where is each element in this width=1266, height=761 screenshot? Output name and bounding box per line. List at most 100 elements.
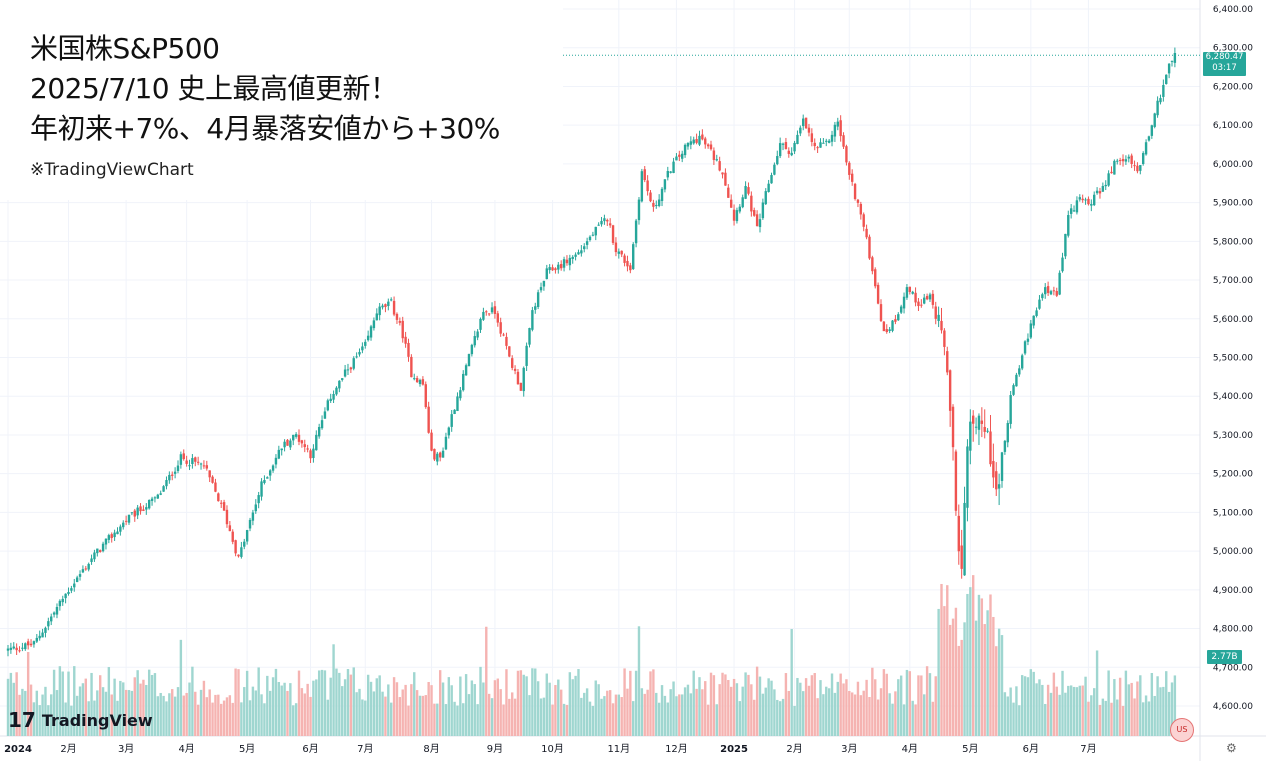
candle-body xyxy=(796,134,799,145)
candle-body xyxy=(9,647,13,650)
volume-bar xyxy=(966,593,969,736)
candle-body xyxy=(822,142,825,144)
candle-body xyxy=(960,545,963,569)
volume-bar xyxy=(879,688,883,736)
y-tick-label: 5,300.00 xyxy=(1213,431,1253,441)
candle-body xyxy=(424,384,427,408)
tradingview-logo-text: TradingView xyxy=(41,710,153,730)
volume-bar xyxy=(389,702,393,736)
volume-bar xyxy=(438,670,442,736)
volume-bar xyxy=(902,704,906,736)
x-tick-label: 8月 xyxy=(423,743,439,755)
candle-body xyxy=(871,257,874,272)
candle-body xyxy=(191,458,194,465)
candle-body xyxy=(925,296,929,300)
candle-body xyxy=(456,396,459,412)
volume-bar xyxy=(1041,684,1044,736)
candle-body xyxy=(1162,84,1165,97)
volume-bar xyxy=(894,691,897,736)
us-flag-icon[interactable]: US xyxy=(1170,718,1194,742)
candle-body xyxy=(712,150,716,160)
candle-body xyxy=(485,311,488,313)
volume-bar xyxy=(1165,671,1168,736)
volume-bar xyxy=(1055,686,1058,736)
candle-body xyxy=(735,210,739,222)
volume-bar xyxy=(101,687,105,736)
volume-bar xyxy=(358,688,361,736)
volume-bar xyxy=(162,695,165,736)
volume-bar xyxy=(747,674,750,736)
volume-bar xyxy=(26,651,30,736)
candle-body xyxy=(271,465,275,471)
volume-bar xyxy=(430,685,433,736)
volume-bar xyxy=(525,676,528,736)
candle-body xyxy=(971,415,975,424)
candle-body xyxy=(608,223,612,226)
volume-bar xyxy=(948,624,952,736)
candle-body xyxy=(254,504,257,512)
candle-body xyxy=(1124,159,1128,162)
candle-body xyxy=(1095,190,1099,194)
candle-body xyxy=(300,440,304,444)
candle-body xyxy=(228,525,232,532)
candle-body xyxy=(568,257,572,266)
candle-body xyxy=(231,531,234,542)
volume-bar xyxy=(611,703,615,736)
volume-bar xyxy=(859,695,863,736)
candle-body xyxy=(58,600,62,607)
candle-body xyxy=(865,228,868,238)
volume-bar xyxy=(243,687,246,736)
candle-body xyxy=(911,291,914,294)
candle-body xyxy=(508,346,511,357)
volume-bar xyxy=(657,702,661,736)
volume-bar xyxy=(715,704,718,736)
candle-body xyxy=(810,133,814,142)
volume-bar xyxy=(286,690,289,736)
candle-body xyxy=(597,224,600,226)
candle-body xyxy=(139,506,142,512)
volume-bar xyxy=(911,700,914,736)
candle-body xyxy=(1084,199,1087,201)
volume-bar xyxy=(320,669,324,736)
y-tick-label: 5,100.00 xyxy=(1213,508,1253,518)
candle-body xyxy=(306,448,309,450)
candle-body xyxy=(150,498,154,501)
volume-bar xyxy=(366,674,370,736)
volume-bar xyxy=(50,694,53,736)
volume-bar xyxy=(865,679,868,736)
volume-bar xyxy=(969,587,972,736)
volume-bar xyxy=(891,703,894,736)
candle-body xyxy=(614,242,618,253)
candle-body xyxy=(277,449,281,459)
candle-body xyxy=(312,448,315,458)
volume-bar xyxy=(536,681,540,736)
candle-body xyxy=(346,369,350,371)
volume-bar xyxy=(268,690,272,736)
volume-bar xyxy=(727,680,730,736)
candle-body xyxy=(1090,203,1093,206)
volume-bar xyxy=(663,695,667,736)
candle-body xyxy=(577,252,580,255)
candle-body xyxy=(113,532,116,538)
tradingview-logo[interactable]: 17 TradingView xyxy=(8,708,153,732)
volume-bar xyxy=(47,705,50,736)
candle-body xyxy=(130,512,134,514)
tradingview-logo-icon: 17 xyxy=(8,708,36,732)
candle-body xyxy=(1170,60,1174,62)
candle-body xyxy=(557,264,560,270)
candle-body xyxy=(675,156,678,161)
candle-body xyxy=(770,174,773,184)
gear-icon[interactable]: ⚙ xyxy=(1226,741,1237,755)
candle-body xyxy=(263,480,266,483)
candle-body xyxy=(93,552,96,560)
volume-bar xyxy=(464,674,468,736)
candle-body xyxy=(418,379,422,385)
candle-body xyxy=(879,304,883,321)
candle-body xyxy=(516,371,520,385)
candle-body xyxy=(1032,315,1035,326)
volume-bar xyxy=(617,694,621,736)
candle-body xyxy=(934,306,937,319)
candle-body xyxy=(317,426,321,437)
volume-bar xyxy=(277,682,281,736)
